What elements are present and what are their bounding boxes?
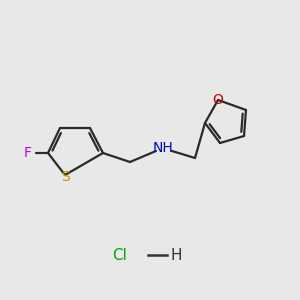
- Text: O: O: [213, 93, 224, 107]
- Text: S: S: [61, 170, 69, 184]
- Text: F: F: [24, 146, 32, 160]
- Text: NH: NH: [153, 141, 173, 155]
- Text: Cl: Cl: [112, 248, 128, 262]
- Text: H: H: [171, 248, 182, 262]
